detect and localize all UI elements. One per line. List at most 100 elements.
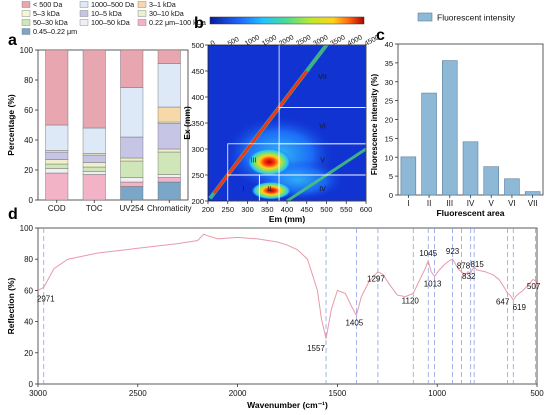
peak-label-619: 619 <box>513 303 527 312</box>
x-axis-label: Em (mm) <box>269 214 306 224</box>
peak-label-1045: 1045 <box>419 249 437 258</box>
y-tick-label: 30 <box>385 78 393 87</box>
bar-segment-uv254-10-5-kda <box>120 136 144 159</box>
x-tick-label: 250 <box>221 205 234 214</box>
panel-c: 0 5 10 15 20 25 30 35 40 Fluorescence intensity (… <box>370 13 544 218</box>
bar-segment-chromaticity-0-45-0-22-m <box>157 181 181 201</box>
x-tick-label: 450 <box>300 205 313 214</box>
x-tick-label: I <box>407 199 409 208</box>
x-tick-label: 2500 <box>129 389 147 398</box>
legend-label: 1000–500 Da <box>91 0 134 9</box>
panel-label-c: c <box>376 27 385 44</box>
x-tick-label: II <box>427 199 431 208</box>
x-tick-label: 500 <box>320 205 333 214</box>
legend-label: 30–10 kDa <box>149 9 184 18</box>
bar-segment-cod-5-3-kda <box>45 150 69 153</box>
peak-label-647: 647 <box>496 298 510 307</box>
x-tick-label: TOC <box>86 204 103 213</box>
y-tick-label: 40 <box>24 136 33 145</box>
peak-label-1120: 1120 <box>402 297 420 306</box>
bar-segment-uv254-0-22-m-100-kda <box>120 181 144 187</box>
bar-segment-cod-50-30-kda <box>45 163 69 169</box>
y-tick-label: 0 <box>29 380 34 389</box>
y-tick-label: 10 <box>385 153 393 162</box>
y-tick-label: 35 <box>385 59 393 68</box>
bar-segment-toc-500-da <box>82 49 106 129</box>
legend-swatch <box>21 19 31 26</box>
bar-segment-uv254-100-50-kda <box>120 177 144 183</box>
y-tick-label: 500 <box>191 41 204 50</box>
plot-frame <box>37 49 189 201</box>
colorbar <box>209 16 365 25</box>
x-tick-label: IV <box>467 199 475 208</box>
bar-segment-cod-100-50-kda <box>45 168 69 174</box>
scatter-band-primary-core <box>212 70 308 195</box>
region-label-i: I <box>243 186 245 193</box>
legend-swatch <box>137 10 147 17</box>
bar-segment-chromaticity-30-10-kda <box>157 148 181 153</box>
bar-segment-chromaticity-500-da <box>157 49 181 64</box>
peak-label-1557: 1557 <box>307 344 325 353</box>
y-tick-label: 20 <box>24 166 33 175</box>
bar-vi <box>504 178 520 196</box>
legend-swatch <box>21 1 31 8</box>
legend-label: < 500 Da <box>33 0 62 9</box>
y-tick-label: 60 <box>24 106 33 115</box>
x-tick-label: 400 <box>281 205 294 214</box>
bar-i <box>400 156 417 196</box>
x-tick-label: 600 <box>360 205 373 214</box>
peak-label-923: 923 <box>446 247 460 256</box>
bar-segment-chromaticity-10-5-kda <box>157 123 181 150</box>
bar-segment-chromaticity-50-30-kda <box>157 151 181 175</box>
y-tick-label: 350 <box>191 119 204 128</box>
y-tick-label: 300 <box>191 145 204 154</box>
y-axis-label: Percentage (%) <box>6 94 16 156</box>
panel-a: < 500 Da 1000–500 Da 3–1 kDa 5–3 kDa 10–5 kD… <box>6 0 206 213</box>
y-tick-label: 450 <box>191 67 204 76</box>
x-tick-label: VI <box>508 199 516 208</box>
bar-segment-toc-0-22-m-100-kda <box>82 174 106 201</box>
bar-segment-chromaticity-5-3-kda <box>157 121 181 124</box>
colorbar-tick-label: 500 <box>227 36 241 48</box>
y-tick-label: 20 <box>24 349 33 358</box>
legend-swatch <box>21 28 31 35</box>
legend-label: 10–5 kDa <box>91 9 122 18</box>
y-tick-label: 400 <box>191 93 204 102</box>
x-tick-label: UV254 <box>120 204 145 213</box>
bar-segment-uv254-50-30-kda <box>120 160 144 178</box>
x-tick-label: 1000 <box>428 389 446 398</box>
bar-segment-toc-50-30-kda <box>82 166 106 172</box>
x-tick-label: III <box>446 199 453 208</box>
y-tick-label: 100 <box>20 46 34 55</box>
heatmap-peak <box>251 181 292 200</box>
bar-segment-toc-30-10-kda <box>82 162 106 168</box>
y-tick-label: 80 <box>24 255 33 264</box>
bar-segment-cod-1000-500-da <box>45 124 69 151</box>
x-tick-label: V <box>489 199 495 208</box>
y-tick-label: 40 <box>385 40 393 49</box>
x-tick-label: 350 <box>261 205 274 214</box>
panel-label-b: b <box>194 15 204 32</box>
y-tick-label: 200 <box>191 197 204 206</box>
region-label-iii: III <box>251 157 257 164</box>
bar-segment-toc-100-50-kda <box>82 171 106 175</box>
bar-v <box>483 166 499 196</box>
bar-segment-cod-0-22-m-100-kda <box>45 172 69 201</box>
legend-swatch <box>137 1 147 8</box>
legend-label: 0.45–0.22 μm <box>33 27 77 36</box>
bar-vii <box>524 191 541 196</box>
peak-label-1013: 1013 <box>424 279 442 288</box>
x-tick-label: 3000 <box>29 389 47 398</box>
legend-label: Fluorescent intensity <box>437 13 516 23</box>
legend-swatch <box>21 10 31 17</box>
bar-segment-chromaticity-100-50-kda <box>157 174 181 178</box>
x-axis-label: Fluorescent area <box>436 208 504 218</box>
x-tick-label: COD <box>48 204 66 213</box>
bar-segment-toc-5-3-kda <box>82 153 106 156</box>
legend-swatch <box>137 19 147 26</box>
x-tick-label: VII <box>528 199 538 208</box>
legend-label: 50–30 kDa <box>33 18 68 27</box>
bar-iii <box>442 60 458 196</box>
peak-label-815: 815 <box>470 260 484 269</box>
